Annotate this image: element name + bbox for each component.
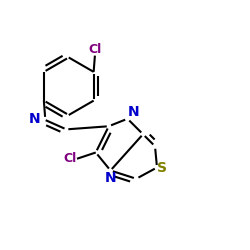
Text: Cl: Cl: [88, 42, 102, 56]
Text: Cl: Cl: [64, 152, 77, 165]
Text: N: N: [29, 112, 40, 126]
Text: N: N: [105, 170, 116, 184]
Text: N: N: [128, 105, 139, 119]
Text: S: S: [157, 160, 167, 174]
